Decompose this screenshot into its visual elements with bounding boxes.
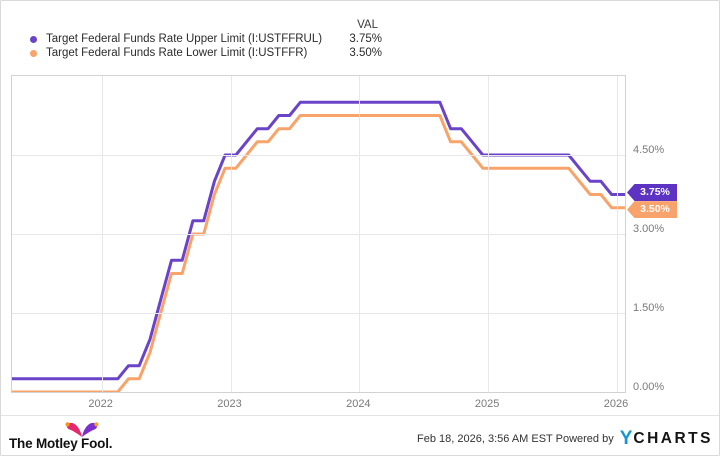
h-gridline bbox=[12, 313, 625, 314]
y-tick-label: 0.00% bbox=[633, 381, 665, 393]
x-tick-label: 2024 bbox=[346, 398, 371, 410]
x-tick-label: 2023 bbox=[217, 398, 242, 410]
upper-limit-series-dot-icon bbox=[30, 35, 37, 43]
v-gridline bbox=[488, 76, 489, 392]
chart-legend: VAL Target Federal Funds Rate Upper Limi… bbox=[1, 1, 719, 65]
y-tick-label: 1.50% bbox=[633, 302, 665, 314]
ycharts-charts-text: CHARTS bbox=[633, 430, 713, 447]
legend-val-header: VAL bbox=[357, 19, 378, 31]
motley-fool-jester-cap-icon bbox=[65, 422, 99, 437]
footer-divider bbox=[1, 415, 719, 416]
h-gridline bbox=[12, 234, 625, 235]
v-gridline bbox=[359, 76, 360, 392]
lower-limit-series-dot-icon bbox=[30, 49, 37, 57]
plot-area[interactable] bbox=[11, 75, 626, 393]
footer: The Motley Fool. Feb 18, 2026, 3:56 AM E… bbox=[1, 416, 719, 455]
upper-limit-value-tag: 3.75% bbox=[627, 184, 677, 201]
h-gridline bbox=[12, 155, 625, 156]
legend-item-label: Target Federal Funds Rate Lower Limit (I… bbox=[46, 47, 308, 59]
motley-fool-wordmark[interactable]: The Motley Fool. bbox=[9, 436, 113, 451]
x-tick-label: 2026 bbox=[603, 398, 629, 410]
v-gridline bbox=[231, 76, 232, 392]
y-tick-label: 3.00% bbox=[633, 223, 665, 235]
ycharts-y-glyph: Y bbox=[619, 428, 634, 449]
x-tick-label: 2025 bbox=[474, 398, 500, 410]
legend-item-value: 3.50% bbox=[349, 47, 382, 59]
legend-item-upper-limit[interactable]: Target Federal Funds Rate Upper Limit (I… bbox=[30, 32, 322, 46]
lower-limit-value-tag: 3.50% bbox=[627, 201, 677, 219]
lower-limit-line bbox=[12, 114, 625, 392]
v-gridline bbox=[102, 76, 103, 392]
legend-item-label: Target Federal Funds Rate Upper Limit (I… bbox=[46, 33, 323, 45]
v-gridline bbox=[617, 76, 618, 392]
y-tick-label: 4.50% bbox=[633, 144, 665, 156]
chart-timestamp: Feb 18, 2026, 3:56 AM EST Powered by bbox=[417, 433, 614, 445]
legend-item-lower-limit[interactable]: Target Federal Funds Rate Lower Limit (I… bbox=[30, 46, 307, 60]
ycharts-logo[interactable]: Y CHARTS bbox=[620, 428, 713, 450]
x-tick-label: 2022 bbox=[88, 398, 113, 410]
upper-limit-line bbox=[12, 100, 625, 381]
legend-item-value: 3.75% bbox=[349, 33, 382, 45]
